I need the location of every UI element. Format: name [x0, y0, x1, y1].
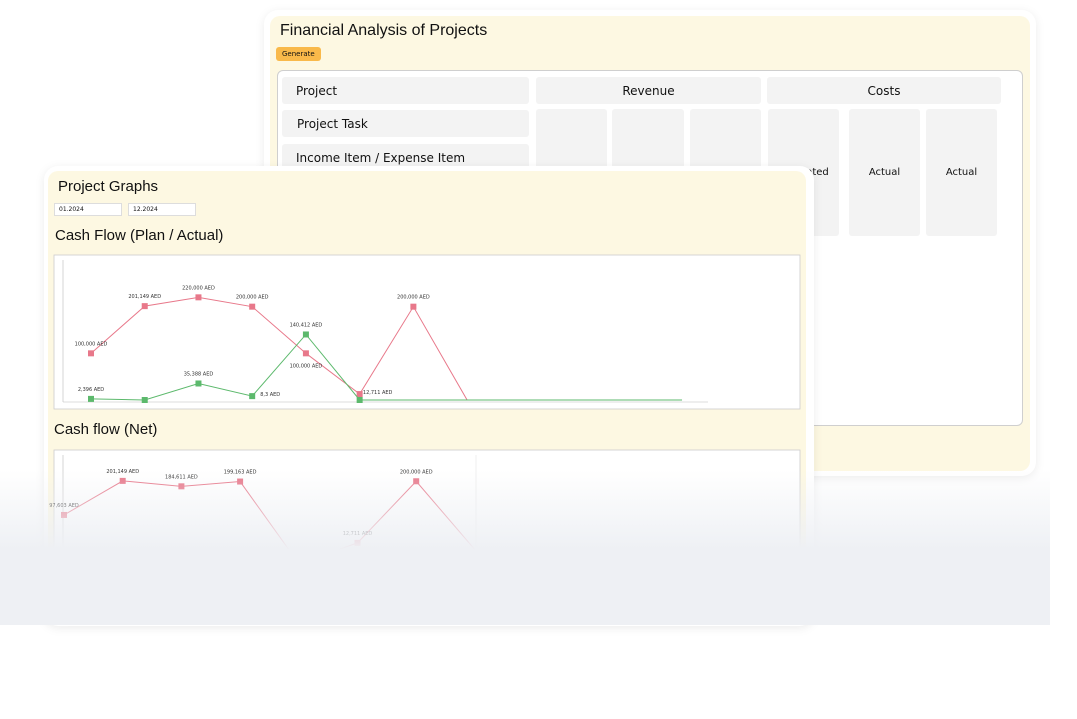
point — [356, 397, 363, 403]
date-input[interactable]: 01.2024 — [54, 203, 122, 216]
column-cell: Actual — [926, 109, 997, 236]
header-cell: Costs — [767, 77, 1001, 104]
data-label: 8,3 AED — [260, 392, 280, 398]
point — [302, 350, 309, 357]
panel-title: Project Graphs — [58, 178, 159, 195]
point — [249, 303, 256, 310]
generate-button[interactable]: Generate — [276, 47, 321, 61]
row-cell: Project Task — [282, 110, 529, 137]
header-cell: Revenue — [536, 77, 761, 104]
data-label: 200,000 AED — [397, 295, 430, 301]
data-label: 35,388 AED — [184, 371, 214, 377]
data-label: 220,000 AED — [182, 285, 215, 291]
point — [195, 294, 202, 301]
point — [88, 395, 94, 402]
point — [141, 303, 148, 310]
fade — [0, 470, 1050, 550]
data-label: 2,396 AED — [78, 387, 104, 393]
chart-title: Cash flow (Net) — [54, 421, 158, 438]
data-label: 140,412 AED — [290, 322, 323, 328]
chart-box — [53, 254, 801, 410]
data-label: 100,000 AED — [290, 363, 323, 369]
chart-title: Cash Flow (Plan / Actual) — [55, 227, 224, 244]
point — [410, 303, 417, 310]
data-label: 100,000 AED — [75, 341, 108, 347]
date-input[interactable]: 12.2024 — [128, 203, 196, 216]
point — [195, 380, 202, 387]
data-label: 200,000 AED — [236, 295, 269, 301]
point — [356, 391, 363, 398]
series-line — [90, 296, 468, 401]
point — [249, 393, 256, 400]
point — [88, 350, 94, 357]
data-label: 12,711 AED — [363, 390, 393, 396]
column-cell: Actual — [849, 109, 920, 236]
header-cell: Project — [282, 77, 529, 104]
fade-band — [0, 550, 1050, 625]
data-label: 201,149 AED — [128, 294, 161, 300]
point — [302, 331, 309, 338]
series-line — [90, 333, 683, 401]
point — [141, 397, 148, 403]
panel-title: Financial Analysis of Projects — [280, 22, 488, 39]
